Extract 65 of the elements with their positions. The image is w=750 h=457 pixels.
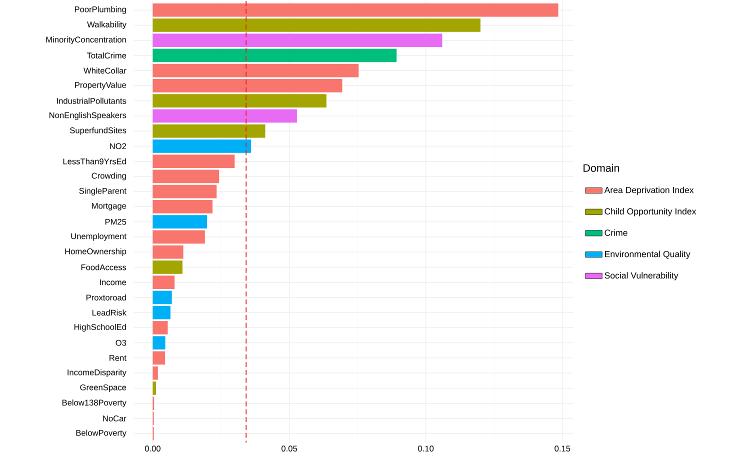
bar bbox=[152, 275, 175, 289]
bar bbox=[152, 184, 217, 198]
legend-label: Child Opportunity Index bbox=[604, 208, 696, 216]
bar bbox=[152, 214, 208, 228]
bar bbox=[152, 230, 205, 244]
x-tick-label: 0.10 bbox=[418, 445, 434, 452]
y-tick-label: NonEnglishSpeakers bbox=[50, 112, 126, 120]
bar bbox=[152, 170, 220, 183]
y-tick-label: GreenSpace bbox=[80, 384, 126, 392]
bar bbox=[152, 290, 172, 304]
legend-label: Environmental Quality bbox=[605, 250, 690, 259]
bar bbox=[152, 64, 359, 78]
y-tick-label: IndustrialPollutants bbox=[57, 98, 126, 104]
y-tick-label: PM25 bbox=[105, 218, 126, 225]
y-tick-label: HighSchoolEd bbox=[74, 324, 126, 332]
bar bbox=[152, 3, 558, 17]
legend-title: Domain bbox=[584, 164, 620, 172]
y-tick-label: Crowding bbox=[92, 172, 126, 180]
bar bbox=[152, 200, 213, 214]
y-tick-label: MinorityConcentration bbox=[46, 36, 126, 44]
y-tick-label: NoCar bbox=[103, 415, 126, 422]
bar bbox=[152, 320, 168, 334]
x-tick-label: 0.05 bbox=[282, 445, 298, 452]
y-tick-label: FoodAccess bbox=[81, 264, 126, 270]
legend-label: Area Deprivation Index bbox=[604, 186, 694, 195]
bar bbox=[152, 351, 166, 364]
legend-label: Social Vulnerability bbox=[604, 272, 678, 280]
x-tick-label: 0.15 bbox=[554, 445, 570, 452]
y-tick-label: PoorPlumbing bbox=[74, 6, 126, 14]
y-tick-label: SingleParent bbox=[79, 188, 126, 196]
y-tick-label: Below138Poverty bbox=[62, 399, 126, 408]
bar bbox=[152, 381, 156, 395]
bar bbox=[152, 154, 235, 168]
bar bbox=[152, 306, 170, 320]
y-tick-label: Walkability bbox=[87, 21, 126, 29]
bar bbox=[152, 94, 326, 108]
bar bbox=[152, 18, 480, 32]
y-tick-label: LessThan9YrsEd bbox=[63, 158, 126, 164]
y-tick-label: LeadRisk bbox=[92, 309, 126, 316]
y-tick-label: SuperfundSites bbox=[70, 127, 126, 135]
bar bbox=[152, 336, 166, 350]
y-tick-label: Rent bbox=[110, 354, 126, 361]
y-tick-label: Proxtoroad bbox=[86, 294, 126, 300]
bar bbox=[152, 260, 182, 274]
y-tick-label: Mortgage bbox=[92, 202, 126, 210]
bar bbox=[152, 245, 184, 259]
y-tick-label: Income bbox=[100, 279, 126, 286]
bar bbox=[152, 124, 266, 138]
bar bbox=[152, 78, 342, 92]
y-tick-label: Unemployment bbox=[71, 232, 126, 241]
bar bbox=[152, 48, 397, 62]
y-tick-label: TotalCrime bbox=[86, 52, 126, 58]
bar bbox=[152, 33, 442, 47]
x-tick-label: 0.00 bbox=[144, 445, 160, 452]
y-tick-label: IncomeDisparity bbox=[68, 369, 126, 377]
bar bbox=[152, 109, 297, 122]
y-tick-label: O3 bbox=[116, 340, 126, 346]
y-tick-label: HomeOwnership bbox=[65, 248, 126, 256]
y-tick-label: PropertyValue bbox=[75, 82, 126, 90]
y-tick-label: NO2 bbox=[110, 143, 126, 149]
bar bbox=[152, 139, 252, 153]
legend-label: Crime bbox=[604, 229, 628, 236]
bar bbox=[152, 366, 158, 380]
y-tick-label: WhiteCollar bbox=[84, 67, 126, 74]
y-tick-label: BelowPoverty bbox=[76, 430, 126, 438]
